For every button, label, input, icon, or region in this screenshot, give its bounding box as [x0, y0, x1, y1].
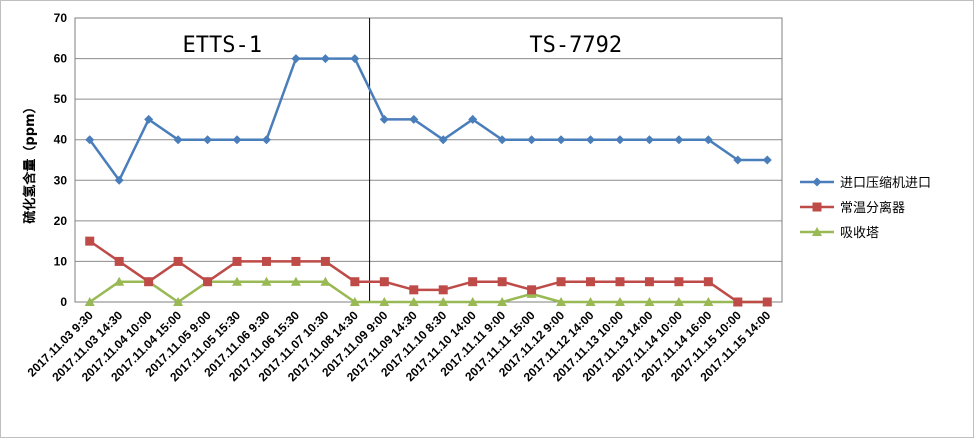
data-point — [350, 54, 360, 64]
data-point — [320, 256, 330, 266]
data-point — [173, 135, 183, 145]
data-point — [203, 135, 213, 145]
data-point — [527, 135, 537, 145]
legend-marker — [812, 227, 822, 236]
legend-item: 进口压缩机进口 — [800, 175, 931, 191]
data-point — [261, 135, 271, 145]
data-point — [203, 277, 213, 287]
legend-label: 吸收塔 — [840, 226, 879, 241]
y-axis-ticks: 0 10 20 30 40 50 60 70 — [54, 11, 68, 309]
data-point — [408, 297, 419, 306]
data-point — [291, 256, 301, 266]
legend-item: 吸收塔 — [800, 226, 879, 241]
data-point — [84, 297, 95, 306]
data-point — [114, 175, 124, 185]
data-point — [438, 285, 448, 295]
data-point — [438, 297, 449, 306]
data-point — [291, 54, 301, 64]
data-point — [144, 277, 154, 287]
y-tick-label: 20 — [54, 214, 68, 228]
data-point — [438, 135, 448, 145]
data-point — [703, 297, 714, 306]
region-label-ts-7792: TS-7792 — [529, 33, 622, 58]
data-point — [673, 297, 684, 306]
data-point — [497, 297, 508, 306]
data-point — [349, 297, 360, 306]
data-point — [644, 297, 655, 306]
data-point — [674, 135, 684, 145]
data-point — [114, 256, 124, 266]
data-point — [703, 277, 713, 287]
y-tick-label: 60 — [54, 52, 68, 66]
data-point — [615, 135, 625, 145]
data-point — [527, 285, 537, 295]
legend-marker — [812, 202, 822, 212]
data-point — [615, 277, 625, 287]
data-point — [261, 276, 272, 286]
data-point — [379, 114, 389, 124]
legend-label: 常温分离器 — [840, 200, 905, 216]
data-point — [556, 135, 566, 145]
data-point — [644, 277, 654, 287]
data-point — [409, 114, 419, 124]
data-point — [320, 276, 331, 286]
data-point — [173, 297, 184, 306]
data-point — [762, 155, 772, 165]
region-label-etts-1: ETTS-1 — [183, 33, 262, 58]
data-point — [379, 277, 389, 287]
y-axis-label: 硫化氢含量（ppm） — [22, 100, 38, 223]
series-line — [88, 57, 768, 182]
data-point — [733, 155, 743, 165]
data-point — [320, 54, 330, 64]
y-tick-label: 50 — [54, 92, 68, 106]
series-line — [89, 240, 768, 304]
data-point — [232, 135, 242, 145]
data-point — [586, 135, 596, 145]
data-point — [674, 277, 684, 287]
data-point — [379, 297, 390, 306]
data-point — [585, 297, 596, 306]
legend-label: 进口压缩机进口 — [840, 175, 931, 191]
y-tick-label: 0 — [60, 295, 67, 309]
data-point — [261, 256, 271, 266]
y-tick-label: 10 — [54, 254, 68, 268]
series-square — [85, 236, 772, 307]
data-point — [232, 256, 242, 266]
series-line — [89, 280, 768, 304]
data-point — [468, 277, 478, 287]
data-point — [144, 114, 154, 124]
data-point — [232, 276, 243, 286]
data-point — [733, 297, 743, 307]
y-tick-label: 70 — [54, 11, 68, 25]
data-point — [409, 285, 419, 295]
data-point — [703, 135, 713, 145]
data-point — [497, 135, 507, 145]
legend-marker — [812, 177, 822, 187]
series-diamond — [85, 54, 772, 185]
data-point — [497, 277, 507, 287]
series-group — [84, 54, 773, 307]
data-point — [350, 277, 360, 287]
y-tick-label: 40 — [54, 133, 68, 147]
data-point — [85, 236, 95, 246]
data-point — [586, 277, 596, 287]
data-point — [556, 297, 567, 306]
data-point — [114, 276, 125, 286]
legend-item: 常温分离器 — [800, 200, 905, 216]
data-point — [762, 297, 772, 307]
data-point — [644, 135, 654, 145]
data-point — [467, 297, 478, 306]
y-tick-label: 30 — [54, 173, 68, 187]
data-point — [614, 297, 625, 306]
data-point — [468, 114, 478, 124]
data-point — [290, 276, 301, 286]
data-point — [173, 256, 183, 266]
data-point — [85, 135, 95, 145]
data-point — [556, 277, 566, 287]
